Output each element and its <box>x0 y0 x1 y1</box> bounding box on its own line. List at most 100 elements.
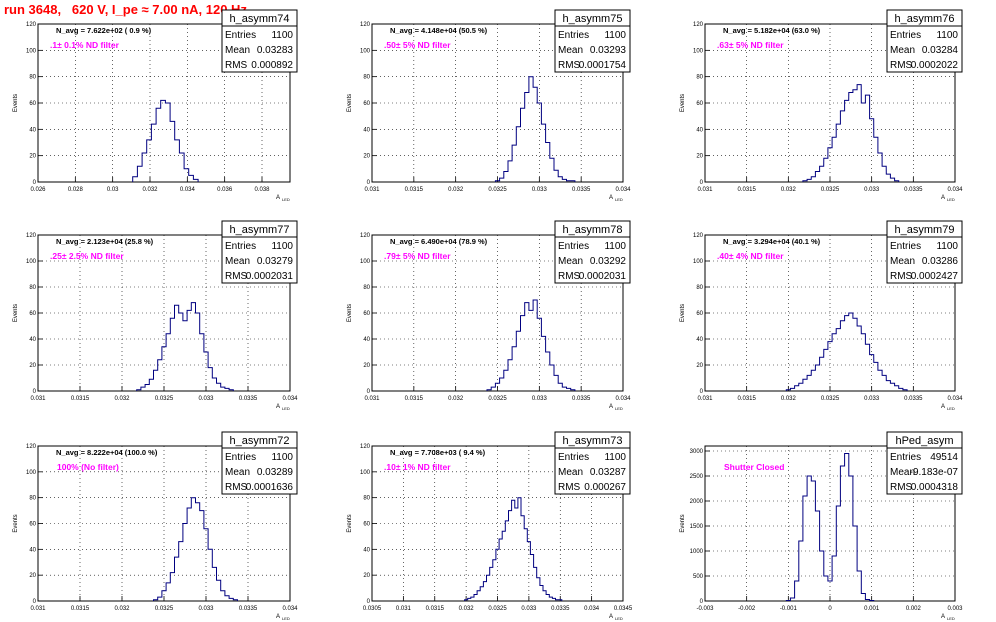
x-tick-label: 0.034 <box>615 187 631 193</box>
x-tick-label: 0.032 <box>114 606 130 612</box>
stats-label: Entries <box>890 452 921 463</box>
y-tick-label: 80 <box>696 285 703 291</box>
stats-value: 0.03283 <box>257 45 294 56</box>
y-tick-label: 120 <box>26 22 37 28</box>
navg-label: N_avg = 3.294e+04 (40.1 %) <box>723 237 821 246</box>
x-tick-label: 0.036 <box>217 187 233 193</box>
y-tick-label: 40 <box>363 127 370 133</box>
stats-hist-name: h_asymm76 <box>895 13 955 25</box>
stats-label: RMS <box>890 60 913 71</box>
x-tick-label: 0.0315 <box>71 396 90 402</box>
x-axis-label-sub: LED <box>947 616 955 621</box>
y-tick-label: 20 <box>29 154 36 160</box>
y-tick-label: 0 <box>33 599 37 605</box>
y-tick-label: 20 <box>363 363 370 369</box>
y-axis-label: Events <box>680 514 686 532</box>
stats-label: RMS <box>225 60 248 71</box>
stats-label: Mean <box>890 256 915 267</box>
y-tick-label: 1000 <box>690 549 704 555</box>
y-tick-label: 100 <box>360 259 371 265</box>
stats-label: Entries <box>558 241 589 252</box>
stats-value: 0.0002031 <box>246 271 294 282</box>
stats-value: 49514 <box>930 452 958 463</box>
filter-annotation: .10± 1% ND filter <box>384 462 451 472</box>
navg-label: N_avg = 7.622e+02 ( 0.9 %) <box>56 26 152 35</box>
stats-value: 1100 <box>271 30 293 41</box>
x-tick-label: 0.003 <box>947 606 963 612</box>
stats-value: 0.0004318 <box>911 482 959 493</box>
y-tick-label: 40 <box>696 127 703 133</box>
stats-value: 0.03286 <box>922 256 959 267</box>
y-tick-label: 80 <box>29 285 36 291</box>
stats-box <box>554 431 631 495</box>
stats-value: 0.03279 <box>257 256 294 267</box>
y-tick-label: 20 <box>363 573 370 579</box>
x-tick-label: 0.034 <box>947 187 963 193</box>
stats-value: 1100 <box>604 452 626 463</box>
stats-box <box>221 9 298 73</box>
x-tick-label: 0.032 <box>114 396 130 402</box>
x-tick-label: 0.0335 <box>551 606 570 612</box>
x-axis-label-sub: LED <box>947 406 955 411</box>
stats-label: Mean <box>558 45 583 56</box>
y-tick-label: 80 <box>29 75 36 81</box>
x-tick-label: 0.034 <box>584 606 600 612</box>
x-tick-label: 0.0335 <box>572 396 591 402</box>
y-tick-label: 120 <box>693 233 704 239</box>
x-tick-label: 0.031 <box>30 606 46 612</box>
y-axis-label: Events <box>347 514 353 532</box>
y-tick-label: 80 <box>363 75 370 81</box>
x-tick-label: 0.0345 <box>614 606 633 612</box>
x-tick-label: 0.031 <box>364 187 380 193</box>
stats-label: RMS <box>558 482 581 493</box>
y-axis-label: Events <box>13 304 19 322</box>
y-axis-label: Events <box>680 304 686 322</box>
x-axis-label: A <box>276 195 280 201</box>
stats-box <box>221 220 298 284</box>
x-tick-label: 0.032 <box>459 606 475 612</box>
x-tick-label: 0.0325 <box>488 606 507 612</box>
y-axis-label: Events <box>347 304 353 322</box>
x-axis-label: A <box>276 614 280 620</box>
stats-label: Entries <box>225 452 256 463</box>
x-axis-label-sub: LED <box>282 616 290 621</box>
stats-box <box>221 431 298 495</box>
stats-value: -9.183e-07 <box>910 467 959 478</box>
y-axis-label: Events <box>13 514 19 532</box>
x-tick-label: 0.032 <box>448 396 464 402</box>
histogram-series <box>132 99 199 182</box>
y-tick-label: 20 <box>363 154 370 160</box>
y-tick-label: 120 <box>693 22 704 28</box>
x-tick-label: 0.0325 <box>488 396 507 402</box>
stats-label: Entries <box>225 30 256 41</box>
x-tick-label: 0.026 <box>30 187 46 193</box>
x-tick-label: 0.031 <box>396 606 412 612</box>
navg-label: N_avg = 4.148e+04 (50.5 %) <box>390 26 488 35</box>
y-tick-label: 100 <box>693 259 704 265</box>
y-tick-label: 60 <box>363 311 370 317</box>
stats-value: 0.000892 <box>251 60 293 71</box>
y-tick-label: 0 <box>33 389 37 395</box>
x-tick-label: 0.031 <box>697 396 713 402</box>
y-tick-label: 60 <box>29 311 36 317</box>
x-tick-label: 0.031 <box>30 396 46 402</box>
stats-value: 0.03289 <box>257 467 294 478</box>
x-tick-label: 0.033 <box>864 187 880 193</box>
stats-label: Mean <box>558 467 583 478</box>
x-tick-label: 0.032 <box>781 396 797 402</box>
x-tick-label: 0.0335 <box>904 396 923 402</box>
x-tick-label: 0.0315 <box>737 396 756 402</box>
x-tick-label: 0.031 <box>697 187 713 193</box>
y-tick-label: 0 <box>700 599 704 605</box>
stats-label: Mean <box>225 467 250 478</box>
stats-value: 0.0001636 <box>246 482 294 493</box>
stats-label: Entries <box>225 241 256 252</box>
y-tick-label: 100 <box>360 470 371 476</box>
y-tick-label: 120 <box>26 233 37 239</box>
histogram-series <box>785 453 875 601</box>
y-tick-label: 80 <box>363 496 370 502</box>
x-tick-label: 0.0315 <box>71 606 90 612</box>
x-tick-label: 0.0315 <box>426 606 445 612</box>
y-tick-label: 120 <box>26 444 37 450</box>
y-tick-label: 0 <box>367 599 371 605</box>
